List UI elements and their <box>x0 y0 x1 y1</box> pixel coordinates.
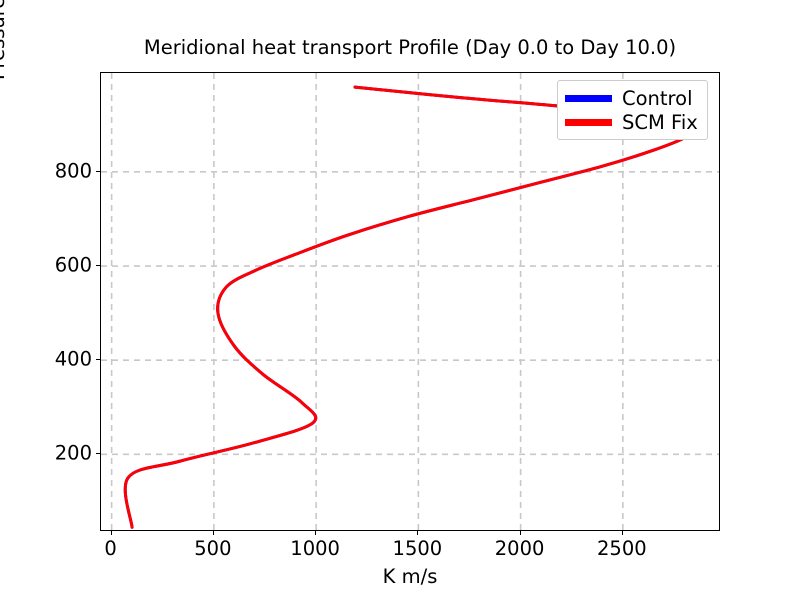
legend-swatch-scm-fix <box>565 118 612 126</box>
x-tick-mark <box>315 531 317 535</box>
y-tick-mark <box>96 170 100 172</box>
y-axis-label: Pressure (hPa) <box>0 0 9 80</box>
page-title: Meridional heat transport Profile (Day 0… <box>143 36 677 59</box>
y-tick-label: 200 <box>54 441 92 465</box>
grid-lines <box>101 73 719 530</box>
y-tick-mark <box>96 265 100 267</box>
plot-svg <box>101 73 719 530</box>
data-line-scm-fix <box>123 85 695 529</box>
x-tick-mark <box>519 531 521 535</box>
data-series-group <box>123 85 695 529</box>
x-axis-label: K m/s <box>382 565 438 588</box>
legend-entry-control[interactable]: Control <box>565 86 698 110</box>
x-tick-label: 2000 <box>494 537 545 560</box>
x-tick-mark <box>621 531 623 535</box>
x-tick-label: 0 <box>104 537 117 560</box>
x-tick-label: 2500 <box>597 537 647 560</box>
x-tick-label: 500 <box>194 537 232 560</box>
y-tick-label: 400 <box>54 347 92 371</box>
y-tick-label: 600 <box>54 253 92 277</box>
data-line-control <box>123 85 695 529</box>
legend-swatch-control <box>565 94 612 102</box>
y-tick-mark <box>96 453 100 455</box>
x-tick-mark <box>110 531 112 535</box>
legend-entry-scm-fix[interactable]: SCM Fix <box>565 110 698 134</box>
plot-area <box>100 72 720 531</box>
legend[interactable]: Control SCM Fix <box>557 80 708 140</box>
x-tick-label: 1000 <box>290 537 340 560</box>
legend-label-scm-fix: SCM Fix <box>622 110 698 134</box>
y-tick-mark <box>96 359 100 361</box>
legend-label-control: Control <box>622 86 693 110</box>
x-tick-label: 1500 <box>392 537 443 560</box>
x-tick-mark <box>212 531 214 535</box>
y-tick-label: 800 <box>54 159 92 183</box>
x-tick-mark <box>417 531 419 535</box>
